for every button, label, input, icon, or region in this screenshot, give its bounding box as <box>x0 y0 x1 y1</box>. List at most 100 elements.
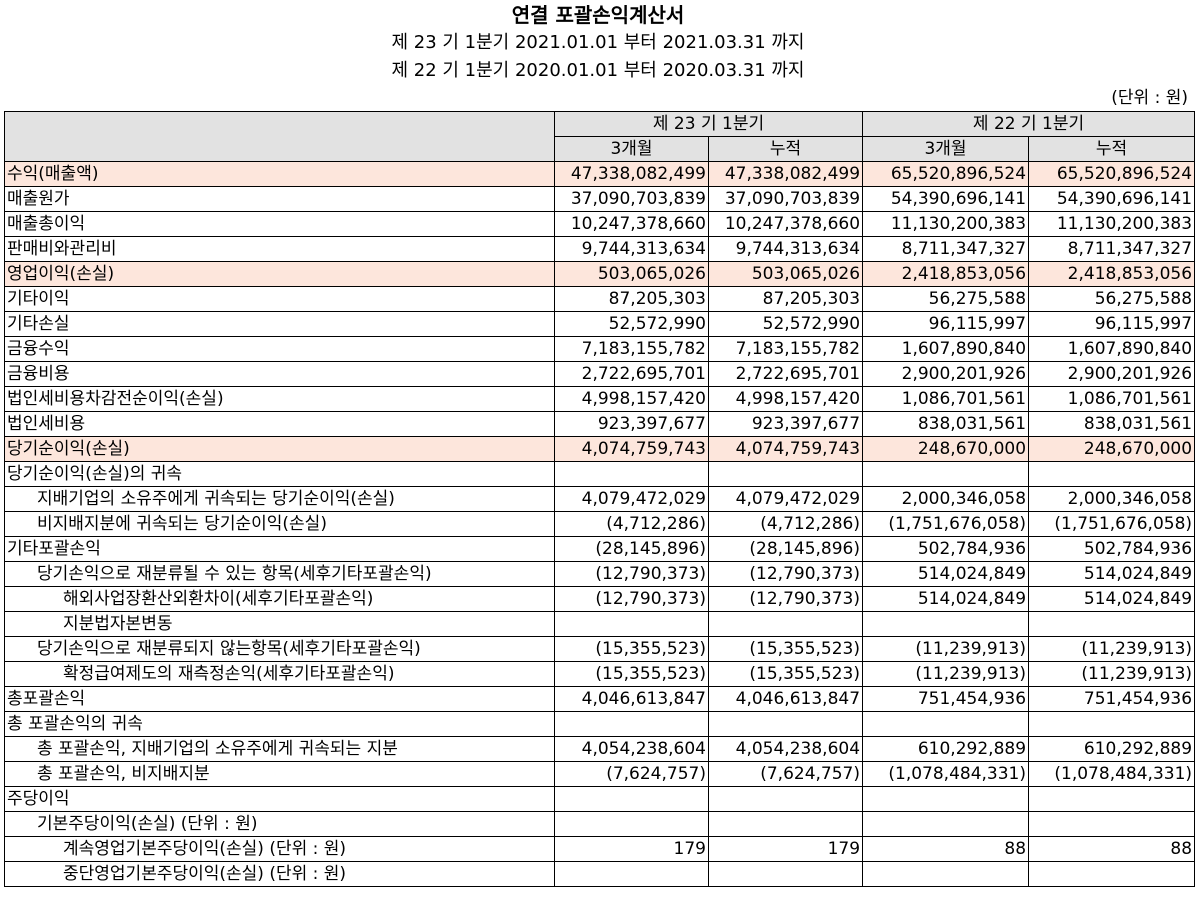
row-label: 영업이익(손실) <box>4 261 555 287</box>
row-value: 1,607,890,840 <box>1028 336 1196 362</box>
table-row: 당기손익으로 재분류될 수 있는 항목(세후기타포괄손익) (12,790,373… <box>4 561 1196 587</box>
row-value: 96,115,997 <box>862 311 1030 337</box>
row-value: 1,607,890,840 <box>862 336 1030 362</box>
row-value: 4,074,759,743 <box>707 436 864 462</box>
row-value: 54,390,696,141 <box>1028 186 1196 212</box>
statement-rows: 수익(매출액) 47,338,082,499 47,338,082,499 65,52… <box>4 161 1196 887</box>
period-prior: 제 22 기 1분기 2020.01.01 부터 2020.03.31 까지 <box>391 60 805 81</box>
row-value: 47,338,082,499 <box>707 161 864 187</box>
row-value <box>862 861 1030 887</box>
header-prior-cumulative: 누적 <box>1028 136 1196 162</box>
row-value: 2,000,346,058 <box>862 486 1030 512</box>
row-value <box>862 711 1030 737</box>
row-value: 838,031,561 <box>1028 411 1196 437</box>
row-value <box>707 461 864 487</box>
header-current-3m: 3개월 <box>554 136 709 162</box>
row-value <box>707 711 864 737</box>
row-value: 514,024,849 <box>862 561 1030 587</box>
table-row: 수익(매출액) 47,338,082,499 47,338,082,499 65,52… <box>4 161 1196 187</box>
row-value: 2,418,853,056 <box>1028 261 1196 287</box>
row-label: 총 포괄손익의 귀속 <box>4 711 555 737</box>
row-value: (11,239,913) <box>1028 661 1196 687</box>
row-value: 8,711,347,327 <box>1028 236 1196 262</box>
row-value: 10,247,378,660 <box>554 211 709 237</box>
row-label: 기타손실 <box>4 311 555 337</box>
table-row: 법인세비용 923,397,677 923,397,677 838,031,561 83… <box>4 411 1196 437</box>
row-value: 503,065,026 <box>554 261 709 287</box>
row-value <box>862 811 1030 837</box>
table-row: 기타손실 52,572,990 52,572,990 96,115,997 96,115… <box>4 311 1196 337</box>
table-row: 판매비와관리비 9,744,313,634 9,744,313,634 8,711,3… <box>4 236 1196 262</box>
row-value: (4,712,286) <box>554 511 709 537</box>
row-value <box>1028 611 1196 637</box>
row-value: (1,078,484,331) <box>862 761 1030 787</box>
row-value <box>707 786 864 812</box>
table-row: 금융비용 2,722,695,701 2,722,695,701 2,900,201,… <box>4 361 1196 387</box>
table-row: 중단영업기본주당이익(손실) (단위 : 원) <box>4 861 1196 887</box>
row-value: 4,074,759,743 <box>554 436 709 462</box>
row-value: 514,024,849 <box>862 586 1030 612</box>
unit-label: (단위 : 원) <box>1111 88 1188 108</box>
row-value: 610,292,889 <box>862 736 1030 762</box>
row-value: 9,744,313,634 <box>554 236 709 262</box>
row-value: 88 <box>1028 836 1196 862</box>
row-value <box>862 786 1030 812</box>
row-value: (7,624,757) <box>707 761 864 787</box>
table-row: 당기순이익(손실) 4,074,759,743 4,074,759,743 248,6… <box>4 436 1196 462</box>
row-label: 판매비와관리비 <box>4 236 555 262</box>
row-value <box>554 711 709 737</box>
table-row: 해외사업장환산외환차이(세후기타포괄손익) (12,790,373) (12,790… <box>4 586 1196 612</box>
header-prior-3m: 3개월 <box>862 136 1030 162</box>
row-value <box>1028 811 1196 837</box>
row-label: 당기손익으로 재분류되지 않는항목(세후기타포괄손익) <box>4 636 555 662</box>
row-value: (15,355,523) <box>554 661 709 687</box>
row-value: 2,000,346,058 <box>1028 486 1196 512</box>
table-row: 총 포괄손익, 비지배지분 (7,624,757) (7,624,757) (1,07… <box>4 761 1196 787</box>
row-value: (12,790,373) <box>707 561 864 587</box>
row-value: 751,454,936 <box>1028 686 1196 712</box>
row-value: 4,079,472,029 <box>707 486 864 512</box>
row-value: 54,390,696,141 <box>862 186 1030 212</box>
row-value <box>1028 711 1196 737</box>
row-value <box>554 611 709 637</box>
row-value <box>554 461 709 487</box>
row-value: (11,239,913) <box>862 636 1030 662</box>
header-prior-period: 제 22 기 1분기 <box>862 111 1196 137</box>
row-label: 매출원가 <box>4 186 555 212</box>
row-value: 4,054,238,604 <box>554 736 709 762</box>
row-value: (1,751,676,058) <box>862 511 1030 537</box>
table-row: 총 포괄손익, 지배기업의 소유주에게 귀속되는 지분 4,054,238,604… <box>4 736 1196 762</box>
row-value <box>862 461 1030 487</box>
row-value: 37,090,703,839 <box>707 186 864 212</box>
row-value: 610,292,889 <box>1028 736 1196 762</box>
row-value: 751,454,936 <box>862 686 1030 712</box>
row-label: 해외사업장환산외환차이(세후기타포괄손익) <box>4 586 555 612</box>
row-value: 502,784,936 <box>862 536 1030 562</box>
row-label: 기타포괄손익 <box>4 536 555 562</box>
row-value: 1,086,701,561 <box>1028 386 1196 412</box>
row-value: 11,130,200,383 <box>1028 211 1196 237</box>
row-value: 503,065,026 <box>707 261 864 287</box>
row-value: 37,090,703,839 <box>554 186 709 212</box>
row-label: 법인세비용차감전순이익(손실) <box>4 386 555 412</box>
table-row: 주당이익 <box>4 786 1196 812</box>
row-value: 52,572,990 <box>707 311 864 337</box>
row-value: 179 <box>707 836 864 862</box>
row-value: 4,054,238,604 <box>707 736 864 762</box>
table-row: 매출총이익 10,247,378,660 10,247,378,660 11,130,… <box>4 211 1196 237</box>
row-value: 502,784,936 <box>1028 536 1196 562</box>
row-value <box>862 611 1030 637</box>
table-row: 지배기업의 소유주에게 귀속되는 당기순이익(손실) 4,079,472,029 4… <box>4 486 1196 512</box>
row-value: 4,046,613,847 <box>554 686 709 712</box>
table-row: 기타이익 87,205,303 87,205,303 56,275,588 56,275… <box>4 286 1196 312</box>
row-label: 계속영업기본주당이익(손실) (단위 : 원) <box>4 836 555 862</box>
row-value: 9,744,313,634 <box>707 236 864 262</box>
row-value: 2,418,853,056 <box>862 261 1030 287</box>
row-label: 당기순이익(손실)의 귀속 <box>4 461 555 487</box>
row-value: 52,572,990 <box>554 311 709 337</box>
row-value: (15,355,523) <box>554 636 709 662</box>
row-label: 주당이익 <box>4 786 555 812</box>
row-value: 179 <box>554 836 709 862</box>
row-value: (12,790,373) <box>707 586 864 612</box>
row-label: 확정급여제도의 재측정손익(세후기타포괄손익) <box>4 661 555 687</box>
